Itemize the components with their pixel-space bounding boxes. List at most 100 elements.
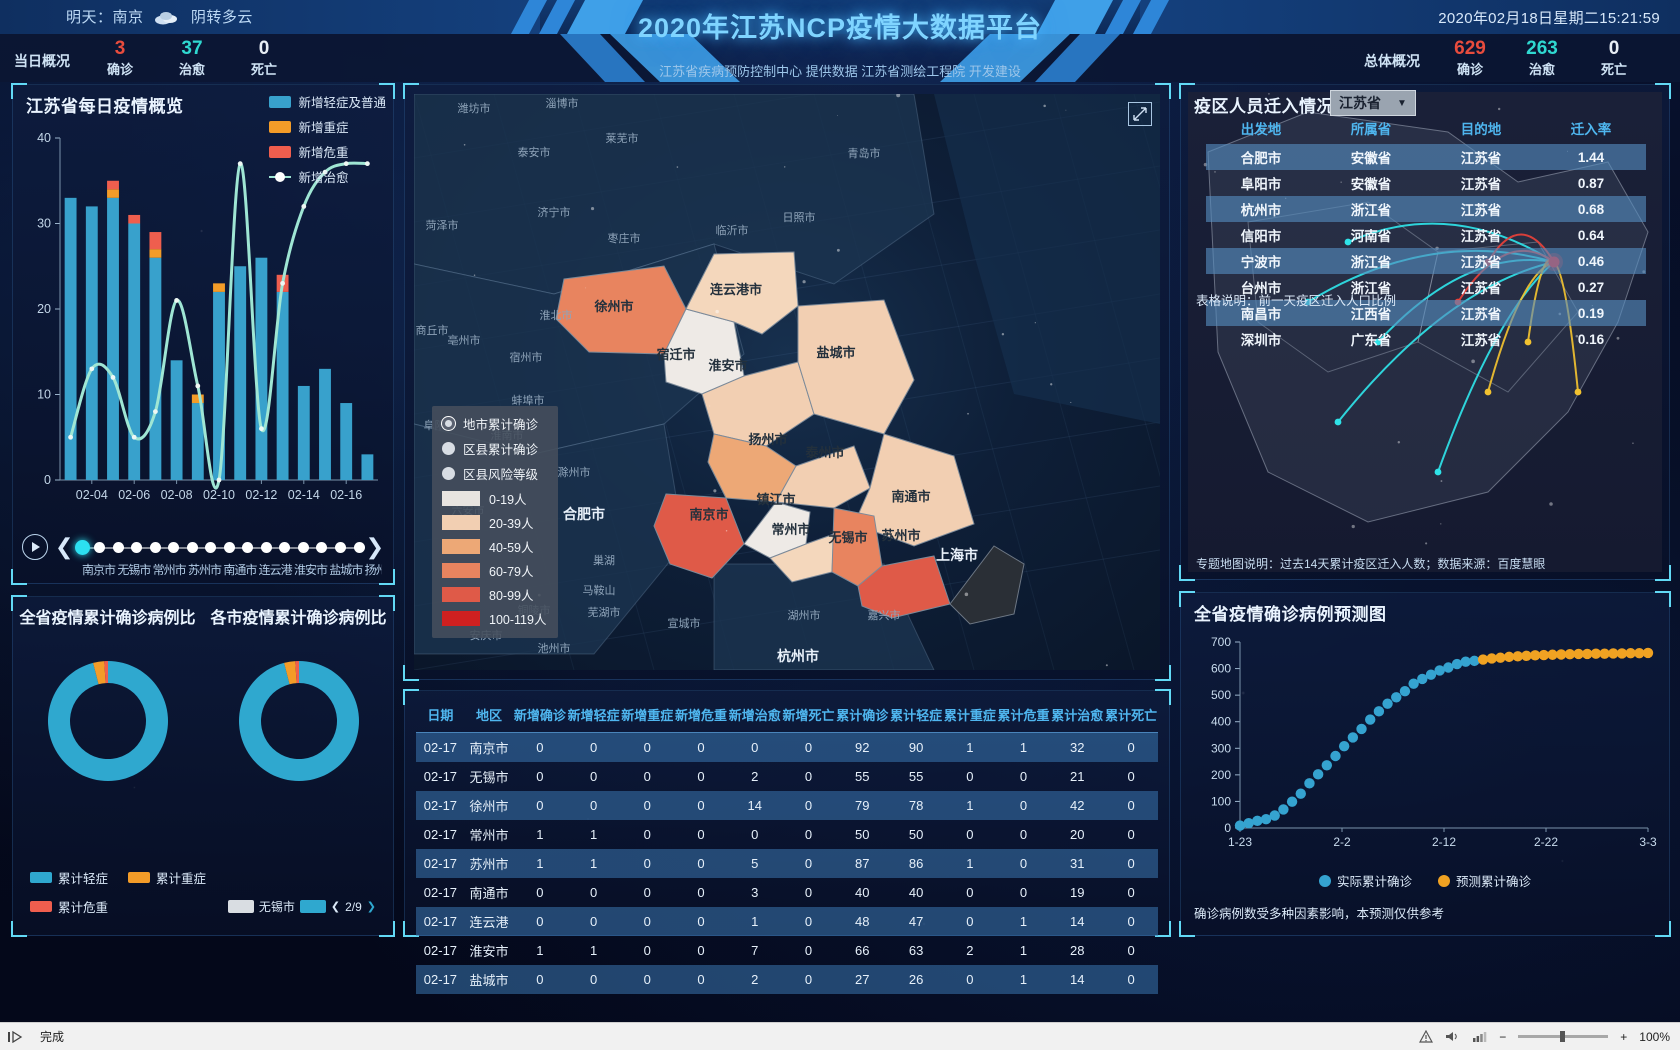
table-cell: 02-17 (416, 965, 465, 994)
migration-cell: 0.16 (1536, 326, 1646, 352)
table-row[interactable]: 02-17 盐城市 0 0 0 0 2 0 27 26 0 1 14 0 (416, 965, 1158, 994)
table-column-header: 累计治愈 (1050, 700, 1104, 733)
slider-dot[interactable] (205, 542, 216, 553)
migration-panel: 疫区人员迁入情况 江苏省 ▼ 出发地 所属省 目的地 迁入率 合肥市 安徽省 江苏省 1.4… (1180, 84, 1670, 580)
timeline-slider[interactable]: ❮ ❯ (22, 524, 384, 570)
pager-next-icon[interactable]: ❯ (367, 900, 376, 913)
legend-item-cured[interactable]: 新增治愈 (269, 167, 386, 186)
warning-icon[interactable] (1419, 1030, 1433, 1043)
zoom-slider[interactable] (1518, 1035, 1608, 1038)
table-row[interactable]: 02-17 南京市 0 0 0 0 0 0 92 90 1 1 32 0 (416, 733, 1158, 763)
migration-row[interactable]: 信阳市 河南省 江苏省 0.64 (1206, 222, 1646, 248)
map-radio-city-cumulative[interactable]: 地市累计确诊 (442, 414, 546, 433)
prediction-legend: 实际累计确诊 预测累计确诊 (1180, 871, 1670, 890)
prediction-legend-actual[interactable]: 实际累计确诊 (1319, 871, 1412, 890)
migration-row[interactable]: 深圳市 广东省 江苏省 0.16 (1206, 326, 1646, 352)
today-deaths: 0 死亡 (228, 39, 300, 78)
total-confirmed-label: 确诊 (1434, 59, 1506, 78)
table-cell: 1 (567, 820, 621, 849)
pie-panel-titles: 全省疫情累计确诊病例比 各市疫情累计确诊病例比 (12, 604, 394, 628)
map-radio-district-risk[interactable]: 区县风险等级 (442, 464, 546, 483)
pie-legend-mild[interactable]: 累计轻症 (30, 868, 108, 887)
legend-dot-icon (1319, 875, 1331, 887)
donut-city[interactable] (224, 646, 374, 796)
table-cell: 1 (513, 849, 567, 878)
table-row[interactable]: 02-17 无锡市 0 0 0 0 2 0 55 55 0 0 21 0 (416, 762, 1158, 791)
speaker-icon[interactable] (1445, 1030, 1460, 1043)
table-cell: 87 (835, 849, 889, 878)
media-play-icon[interactable] (8, 1031, 30, 1043)
table-cell: 0 (728, 820, 782, 849)
pie-pager[interactable]: 无锡市 ❮ 2/9 ❯ (228, 898, 376, 915)
table-row[interactable]: 02-17 常州市 1 1 0 0 0 0 50 50 0 0 20 0 (416, 820, 1158, 849)
detail-table[interactable]: 日期 地区 新增确诊 新增轻症 新增重症 新增危重 新增治愈 新增死亡 累计确诊 累计轻症 累计重症… (416, 700, 1158, 994)
slider-dot[interactable] (150, 542, 161, 553)
table-column-header: 累计重症 (943, 700, 997, 733)
table-cell: 78 (889, 791, 943, 820)
migration-row[interactable]: 合肥市 安徽省 江苏省 1.44 (1206, 144, 1646, 170)
zoom-out-icon[interactable]: − (1499, 1030, 1506, 1044)
pager-prev-icon[interactable]: ❮ (331, 900, 340, 913)
network-icon[interactable] (1472, 1030, 1487, 1043)
migration-row[interactable]: 宁波市 浙江省 江苏省 0.46 (1206, 248, 1646, 274)
svg-text:0: 0 (44, 473, 51, 487)
province-select[interactable]: 江苏省 ▼ (1330, 90, 1416, 116)
donut-province[interactable] (33, 646, 183, 796)
prev-arrow-icon[interactable]: ❮ (55, 536, 73, 558)
slider-dot[interactable] (335, 542, 346, 553)
total-confirmed: 629 确诊 (1434, 39, 1506, 78)
pie-legend-severe[interactable]: 累计重症 (128, 868, 206, 887)
svg-text:蚌埠市: 蚌埠市 (512, 393, 545, 407)
slider-dot[interactable] (113, 542, 124, 553)
slider-dot[interactable] (279, 542, 290, 553)
slider-dot[interactable] (131, 542, 142, 553)
table-row[interactable]: 02-17 淮安市 1 1 0 0 7 0 66 63 2 1 28 0 (416, 936, 1158, 965)
migration-row[interactable]: 杭州市 浙江省 江苏省 0.68 (1206, 196, 1646, 222)
legend-item-critical[interactable]: 新增危重 (269, 142, 386, 161)
legend-item-severe[interactable]: 新增重症 (269, 117, 386, 136)
slider-dot[interactable] (187, 542, 198, 553)
slider-dot[interactable] (316, 542, 327, 553)
today-confirmed-value: 3 (84, 39, 156, 58)
table-row[interactable]: 02-17 南通市 0 0 0 0 3 0 40 40 0 0 19 0 (416, 878, 1158, 907)
slider-dot[interactable] (75, 540, 90, 555)
play-button[interactable] (22, 534, 48, 560)
prediction-legend-forecast[interactable]: 预测累计确诊 (1438, 871, 1531, 890)
slider-dot[interactable] (242, 542, 253, 553)
svg-text:02-06: 02-06 (118, 488, 150, 502)
pager-swatch-grey-icon (228, 900, 254, 913)
table-cell: 0 (567, 907, 621, 936)
table-cell: 3 (728, 878, 782, 907)
table-row[interactable]: 02-17 苏州市 1 1 0 0 5 0 87 86 1 0 31 0 (416, 849, 1158, 878)
table-row[interactable]: 02-17 徐州市 0 0 0 0 14 0 79 78 1 0 42 0 (416, 791, 1158, 820)
table-cell: 40 (835, 878, 889, 907)
migration-table[interactable]: 出发地 所属省 目的地 迁入率 合肥市 安徽省 江苏省 1.44 阜阳市 安徽省 江苏省 0.87 杭… (1206, 114, 1646, 352)
next-arrow-icon[interactable]: ❯ (366, 536, 384, 558)
table-cell: 14 (728, 791, 782, 820)
migration-cell: 浙江省 (1316, 248, 1426, 274)
pie-legend-critical[interactable]: 累计危重 (30, 897, 108, 916)
slider-dot[interactable] (168, 542, 179, 553)
table-cell: 1 (997, 965, 1051, 994)
slider-dot[interactable] (298, 542, 309, 553)
total-cured: 263 治愈 (1506, 39, 1578, 78)
table-row[interactable]: 02-17 连云港 0 0 0 0 1 0 48 47 0 1 14 0 (416, 907, 1158, 936)
slider-dot[interactable] (224, 542, 235, 553)
slider-dot[interactable] (94, 542, 105, 553)
svg-text:湖州市: 湖州市 (788, 608, 821, 622)
migration-cell: 浙江省 (1316, 196, 1426, 222)
slider-track[interactable] (80, 534, 358, 560)
migration-cell: 信阳市 (1206, 222, 1316, 248)
slider-dot[interactable] (261, 542, 272, 553)
slider-dot[interactable] (354, 542, 365, 553)
migration-row[interactable]: 阜阳市 安徽省 江苏省 0.87 (1206, 170, 1646, 196)
legend-item-mild[interactable]: 新增轻症及普通 (269, 92, 386, 111)
expand-icon[interactable] (1128, 102, 1152, 126)
pie-title-province: 全省疫情累计确诊病例比 (12, 604, 203, 628)
total-confirmed-value: 629 (1434, 39, 1506, 58)
svg-text:2-2: 2-2 (1333, 835, 1351, 849)
zoom-in-icon[interactable]: + (1620, 1030, 1627, 1044)
migration-cell: 广东省 (1316, 326, 1426, 352)
table-cell: 0 (997, 762, 1051, 791)
map-radio-district-cumulative[interactable]: 区县累计确诊 (442, 439, 546, 458)
